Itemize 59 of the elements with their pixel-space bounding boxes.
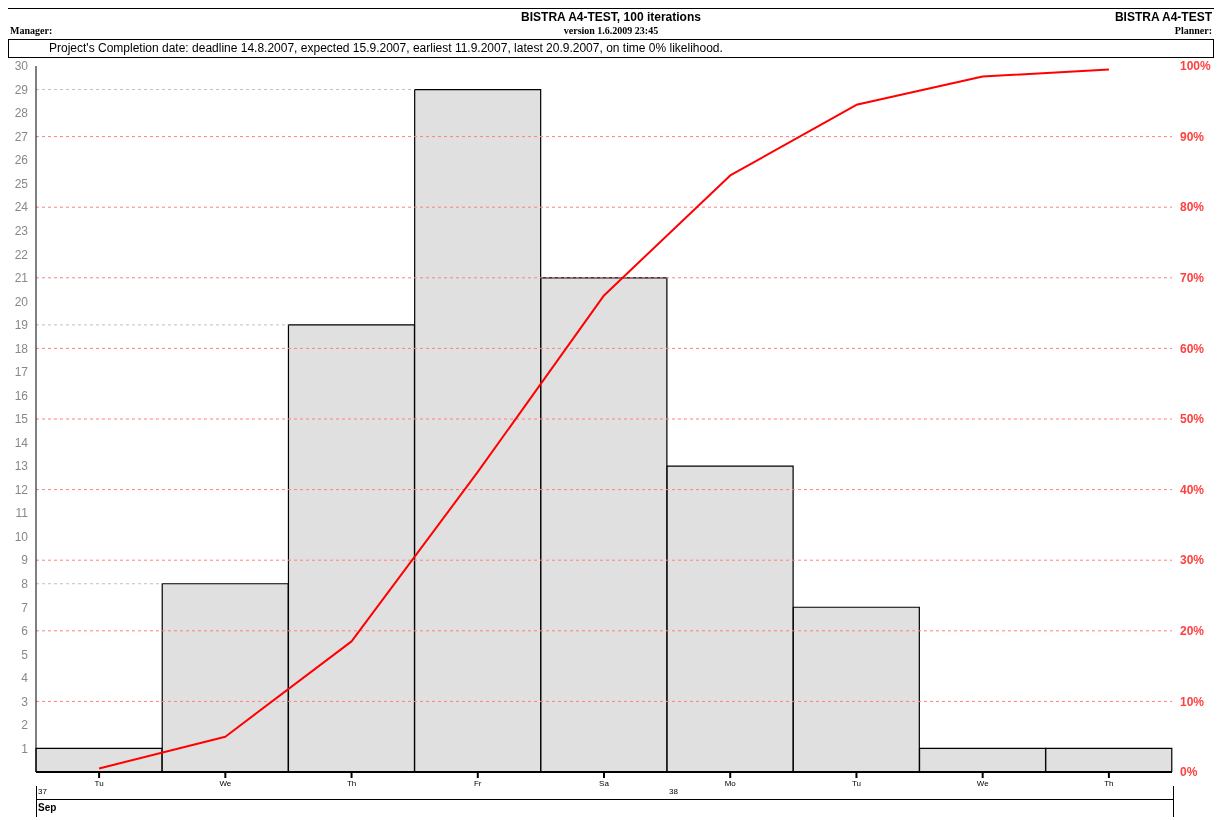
chart-subtitle: version 1.6.2009 23:45 bbox=[563, 25, 659, 36]
x-tick-label: Tu bbox=[851, 778, 861, 788]
y-tick-label: 28 bbox=[14, 106, 29, 121]
x-tick-label: Th bbox=[346, 778, 357, 788]
y-tick-label: 10 bbox=[14, 529, 29, 544]
y2-tick-label: 0% bbox=[1180, 765, 1198, 780]
y-tick-label: 16 bbox=[14, 388, 29, 403]
text: BISTRA A4-TEST bbox=[1114, 10, 1212, 24]
text: Planner: bbox=[1174, 25, 1212, 36]
y2-tick-label: 100% bbox=[1180, 59, 1212, 74]
y-tick-label: 11 bbox=[15, 506, 29, 521]
y-tick-label: 2 bbox=[21, 718, 29, 733]
text: 38 bbox=[669, 787, 679, 796]
y-tick-label: 12 bbox=[14, 482, 29, 497]
text: Project's Completion date: deadline 14.8.2007, expected 15.9.2007, earliest 11.9.2007, latest 20.9.2007, on time 0% likelihood. bbox=[8, 40, 1214, 58]
text: Sep bbox=[38, 802, 57, 813]
text: 37 bbox=[38, 787, 47, 796]
y2-tick-label: 30% bbox=[1180, 553, 1205, 568]
y-tick-label: 19 bbox=[14, 318, 29, 333]
y2-tick-label: 60% bbox=[1180, 341, 1205, 356]
y-tick-label: 17 bbox=[14, 365, 29, 380]
y-tick-label: 1 bbox=[21, 741, 29, 756]
y-tick-label: 22 bbox=[14, 247, 29, 262]
y-tick-label: 25 bbox=[14, 176, 29, 191]
y-tick-label: 20 bbox=[14, 294, 29, 309]
y-tick-label: 3 bbox=[21, 694, 29, 709]
y-tick-label: 15 bbox=[14, 412, 29, 427]
y-tick-label: 13 bbox=[14, 459, 29, 474]
x-tick-label: Mo bbox=[724, 778, 737, 788]
y2-tick-label: 20% bbox=[1180, 624, 1205, 639]
y-tick-label: 14 bbox=[14, 435, 29, 450]
x-tick-label: We bbox=[976, 778, 990, 788]
y-tick-label: 21 bbox=[14, 271, 29, 286]
y-tick-label: 24 bbox=[14, 200, 29, 215]
y2-tick-label: 50% bbox=[1180, 412, 1205, 427]
text: Manager: bbox=[10, 25, 53, 36]
x-tick-label: Th bbox=[1104, 778, 1114, 788]
x-tick-label: We bbox=[219, 778, 232, 788]
y-tick-label: 4 bbox=[21, 671, 29, 686]
y-tick-label: 27 bbox=[14, 129, 29, 144]
y-tick-label: 23 bbox=[14, 223, 29, 238]
y-tick-label: 29 bbox=[14, 82, 29, 97]
y2-tick-label: 80% bbox=[1180, 200, 1205, 215]
y-tick-label: 6 bbox=[21, 624, 29, 639]
y-tick-label: 26 bbox=[14, 153, 29, 168]
y-tick-label: 9 bbox=[21, 553, 29, 568]
y-tick-label: 7 bbox=[21, 600, 29, 615]
y-tick-label: 8 bbox=[21, 576, 29, 591]
x-tick-label: Sa bbox=[599, 778, 610, 788]
y-tick-label: 5 bbox=[21, 647, 29, 662]
y2-tick-label: 40% bbox=[1180, 482, 1205, 497]
y2-tick-label: 70% bbox=[1180, 271, 1205, 286]
y2-tick-label: 10% bbox=[1180, 694, 1205, 709]
y-tick-label: 18 bbox=[14, 341, 29, 356]
y-tick-label: 30 bbox=[14, 59, 29, 74]
chart-title: BISTRA A4-TEST, 100 iterations bbox=[521, 10, 701, 24]
y2-tick-label: 90% bbox=[1180, 129, 1205, 144]
x-tick-label: Fr bbox=[474, 778, 482, 788]
x-tick-label: Tu bbox=[94, 778, 104, 788]
